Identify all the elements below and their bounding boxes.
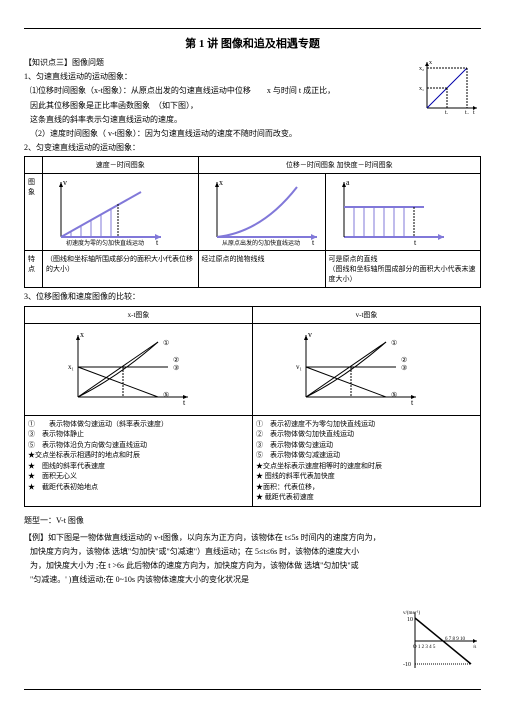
svg-text:v/(ms⁻¹): v/(ms⁻¹) — [403, 610, 421, 616]
g3: a t — [325, 174, 481, 251]
svg-text:x: x — [80, 330, 84, 339]
svg-text:x: x — [219, 178, 223, 187]
t1f1: （图线和坐标轴所围成部分的面积大小代表位移的大小） — [43, 251, 199, 288]
svg-text:①: ① — [163, 339, 169, 347]
svg-text:v: v — [308, 330, 312, 339]
svg-text:t₂: t₂ — [465, 110, 469, 114]
t2h1: x-t图象 — [25, 306, 253, 323]
ex4: "匀减速。' )直线运动;在 0~10s 内该物体速度大小的变化状况是 — [24, 574, 481, 585]
qtype: 题型一：V-t 图像 — [24, 515, 481, 526]
ex3: 为，加快度大小为 ;在 t >6s 此后物体的速度方向为，加快度方向为，该物体做… — [24, 560, 481, 571]
svg-text:t₁: t₁ — [445, 110, 449, 114]
svg-text:③: ③ — [173, 364, 179, 372]
svg-text:10: 10 — [407, 617, 413, 623]
svg-text:t: t — [473, 110, 475, 114]
svg-text:②: ② — [401, 356, 407, 364]
svg-text:t: t — [156, 238, 159, 247]
kp-header: 【知识点三】图像问题 — [24, 57, 481, 68]
bottom-rule — [24, 689, 481, 690]
t1h1: 速度－时间图象 — [43, 157, 199, 174]
svg-text:①: ① — [391, 339, 397, 347]
svg-text:初速度为零的匀加快直线运动: 初速度为零的匀加快直线运动 — [66, 239, 144, 247]
table-1: 速度－时间图象 位移－时间图象 加快度－时间图象 图象 v t 初速度为零的匀加… — [24, 156, 481, 288]
g2: x t 从原点出发的匀加快直线运动 — [198, 174, 325, 251]
svg-text:x₁: x₁ — [68, 363, 74, 371]
gc1: x t x₁ ① ② ③ ⑤ — [25, 323, 253, 415]
s1: 1、匀速直线运动的运动图象： — [24, 71, 481, 82]
svg-text:t: t — [183, 398, 186, 407]
svg-text:②: ② — [173, 356, 179, 364]
svg-text:a: a — [346, 178, 350, 187]
t1h2: 位移－时间图象 加快度－时间图象 — [198, 157, 481, 174]
s3: 3、位移图像和速度图像的比较： — [24, 291, 481, 302]
svg-text:③: ③ — [401, 364, 407, 372]
t1-feat: 特点 — [25, 251, 43, 288]
left-list: ① 表示物体做匀速运动（斜率表示速度） ③ 表示物体静止 ⑤ 表示物体沿负方向做… — [25, 415, 253, 506]
svg-text:⑤: ⑤ — [163, 391, 169, 399]
t1f3: 可是原点的直线（图线和坐标轴所围成部分的面积大小代表末速度大小） — [325, 251, 481, 288]
svg-text:t: t — [312, 238, 315, 247]
right-list: ① 表示初速度不为零匀加快直线运动 ② 表示物体做匀加快直线运动 ③ 表示物体做… — [253, 415, 481, 506]
corner-graph: x₂ x₁ t₁ t₂ x t — [419, 58, 481, 114]
svg-text:v₁: v₁ — [296, 363, 302, 371]
svg-text:x₁: x₁ — [419, 86, 424, 92]
svg-text:6 7 8 9 10: 6 7 8 9 10 — [445, 637, 466, 642]
svg-text:/s: /s — [473, 645, 476, 650]
g1: v t 初速度为零的匀加快直线运动 — [43, 174, 199, 251]
svg-text:⑤: ⑤ — [391, 391, 397, 399]
s1a: ⑴位移时间图象（x-t图象）：从原点出发的匀速直线运动中位移 x 与时间 t 成… — [24, 85, 481, 96]
svg-text:x₂: x₂ — [419, 66, 424, 72]
svg-text:t: t — [414, 238, 417, 247]
svg-text:x: x — [429, 60, 432, 66]
bottom-graph: v/(ms⁻¹) 10 -10 6 7 8 9 10 O 1 2 3 4 5 /… — [403, 608, 481, 674]
s1b: 因此其位移图象是正比率函数图象 （如下图）， — [24, 100, 481, 111]
t1-row-label: 图象 — [25, 174, 43, 251]
top-rule — [24, 28, 481, 29]
page-title: 第 1 讲 图像和追及相遇专题 — [24, 35, 481, 51]
ex2: 加快度方向为，该物体 选填"匀加快"或"匀减速"）直线运动；在 5≤t≤6s 时… — [24, 546, 481, 557]
svg-text:O 1 2 3 4 5: O 1 2 3 4 5 — [413, 645, 436, 650]
t1f2: 经过原点的抛物线线 — [198, 251, 325, 288]
ex1: 【例】如下图是一物体做直线运动的 v-t图像，以向东为正方向，该物体在 t≤5s… — [24, 532, 481, 543]
s2: 2、匀变速直线运动的运动图象： — [24, 142, 481, 153]
svg-text:-10: -10 — [403, 662, 411, 668]
gc2: v t v₁ ① ② ③ ⑤ — [253, 323, 481, 415]
svg-text:t: t — [411, 398, 414, 407]
svg-text:从原点出发的匀加快直线运动: 从原点出发的匀加快直线运动 — [222, 239, 300, 247]
s1d: （2）速度时间图象（ v-t图象）：因为匀速直线运动的速度不随时间而改变。 — [24, 128, 481, 139]
s1c: 这条直线的斜率表示匀速直线运动的速度。 — [24, 114, 481, 125]
t2h2: v-t图象 — [253, 306, 481, 323]
svg-text:v: v — [63, 178, 67, 187]
table-2: x-t图象 v-t图象 x t x₁ ① ② ③ ⑤ v t v₁ ① ② ③ … — [24, 306, 481, 507]
